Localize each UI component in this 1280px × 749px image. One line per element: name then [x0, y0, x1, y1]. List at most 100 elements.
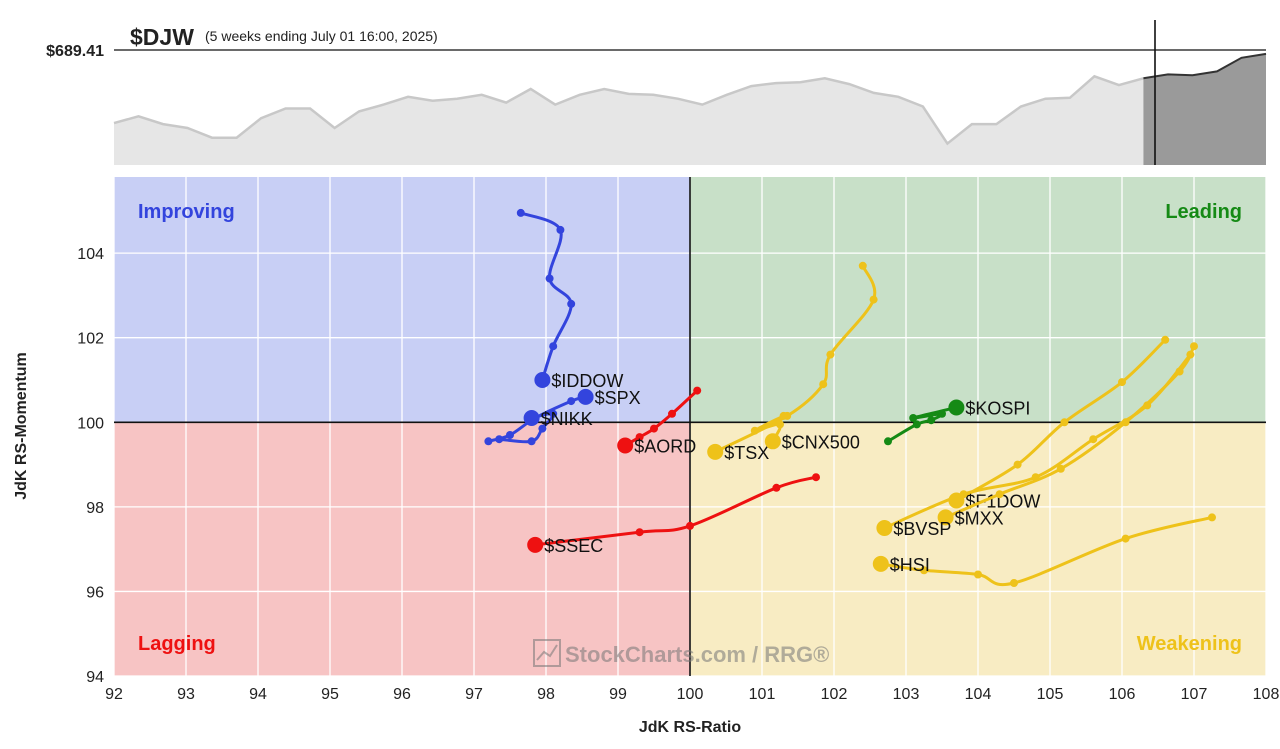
- series-label-ssec: $SSEC: [544, 536, 603, 556]
- series-kospi: $KOSPI: [884, 399, 1030, 446]
- series-label-f1dow: $F1DOW: [965, 492, 1040, 512]
- x-tick-label: 99: [609, 686, 627, 703]
- series-cnx500: $CNX500: [750, 411, 860, 452]
- tail-point: [909, 414, 918, 422]
- rrg-panel: Improving Leading Lagging Weakening Stoc…: [13, 177, 1279, 736]
- tail-point: [549, 409, 558, 418]
- head-point-kospi: [948, 399, 965, 416]
- y-tick-label: 96: [86, 584, 104, 601]
- series-label-hsi: $HSI: [890, 555, 930, 575]
- tail-point: [1208, 513, 1216, 522]
- tail-line-cnx500: [753, 414, 786, 443]
- head-point-nikk: [523, 410, 540, 426]
- tail-point: [812, 473, 820, 482]
- tail-point: [1190, 342, 1198, 351]
- tail-point: [527, 437, 536, 446]
- tail-point: [516, 208, 525, 217]
- tail-point: [1121, 534, 1130, 543]
- period-subtitle: (5 weeks ending July 01 16:00, 2025): [205, 28, 438, 44]
- tail-point: [995, 490, 1004, 499]
- x-tick-label: 107: [1181, 686, 1208, 703]
- x-tick-label: 92: [105, 686, 123, 703]
- tail-point: [938, 409, 946, 418]
- tail-point: [772, 483, 781, 492]
- price-line-history: [113, 74, 1144, 146]
- x-tick-label: 101: [749, 686, 776, 703]
- watermark-text: StockCharts.com / RRG®: [565, 642, 829, 667]
- head-point-ssec: [527, 536, 544, 553]
- head-point-aord: [617, 437, 634, 454]
- series-mxx: $MXX: [937, 342, 1198, 528]
- tail-point: [567, 397, 576, 406]
- tail-point: [1161, 335, 1170, 344]
- head-point-hsi: [872, 555, 889, 572]
- tail-point: [693, 386, 702, 395]
- tail-point: [538, 424, 547, 433]
- x-axis-label: JdK RS-Ratio: [639, 719, 741, 736]
- tail-point: [1118, 378, 1126, 387]
- series-label-aord: $AORD: [634, 437, 696, 457]
- price-line-current: [1143, 52, 1267, 80]
- x-tick-label: 98: [537, 686, 555, 703]
- tail-point: [484, 437, 493, 446]
- series-label-spx: $SPX: [595, 388, 641, 408]
- tail-point: [1031, 473, 1040, 482]
- x-tick-label: 93: [177, 686, 195, 703]
- symbol-title: $DJW: [130, 24, 194, 50]
- quadrant-label-lagging: Lagging: [138, 633, 216, 655]
- series-label-mxx: $MXX: [955, 508, 1004, 528]
- axis-ticks: 92 93 94 95 96 97 98 99 100 101 102 103 104 105 106 107…: [77, 246, 1279, 703]
- tail-point: [974, 570, 982, 579]
- tail-point: [1010, 579, 1018, 587]
- x-tick-label: 108: [1253, 686, 1280, 703]
- head-point-bvsp: [876, 520, 893, 536]
- x-tick-label: 97: [465, 686, 483, 703]
- price-area-history: [114, 76, 1144, 165]
- tail-point: [686, 521, 694, 530]
- series-layer: $IDDOW$SPX$NIKK $KOSPI $AORD $SSEC $TSX $CNX5…: [484, 208, 1216, 587]
- series-label-bvsp: $BVSP: [893, 519, 951, 539]
- tail-point: [1186, 350, 1195, 359]
- series-f1dow: $F1DOW: [948, 335, 1170, 512]
- series-bvsp: $BVSP: [876, 350, 1195, 539]
- x-tick-label: 105: [1037, 686, 1064, 703]
- tail-point: [927, 416, 936, 425]
- tail-point: [750, 426, 759, 435]
- tail-point: [635, 528, 644, 537]
- tail-point: [549, 342, 558, 351]
- series-aord: $AORD: [617, 386, 702, 457]
- head-point-iddow: [534, 372, 551, 388]
- x-tick-label: 94: [249, 686, 267, 703]
- tail-point: [1056, 464, 1065, 473]
- series-label-kospi: $KOSPI: [965, 399, 1030, 419]
- y-tick-label: 102: [77, 331, 104, 348]
- series-spx: $SPX: [484, 388, 641, 446]
- tail-point: [1143, 401, 1152, 410]
- tail-point: [650, 424, 658, 433]
- y-axis-label: JdK RS-Momentum: [13, 352, 30, 500]
- price-label: $689.41: [46, 43, 104, 60]
- price-area: [113, 52, 1267, 165]
- tail-point: [668, 409, 676, 418]
- price-panel: $DJW (5 weeks ending July 01 16:00, 2025…: [46, 20, 1267, 165]
- tail-point: [884, 437, 892, 446]
- series-label-tsx: $TSX: [724, 443, 769, 463]
- tail-point: [779, 411, 788, 420]
- tail-point: [567, 299, 576, 308]
- x-tick-label: 104: [965, 686, 992, 703]
- tail-point: [819, 380, 828, 389]
- tail-point: [869, 295, 878, 304]
- x-tick-label: 96: [393, 686, 411, 703]
- head-point-cnx500: [764, 433, 781, 450]
- quadrant-label-weakening: Weakening: [1137, 633, 1242, 655]
- head-point-tsx: [707, 443, 724, 460]
- tail-point: [635, 433, 644, 442]
- series-hsi: $HSI: [872, 513, 1216, 587]
- x-tick-label: 106: [1109, 686, 1136, 703]
- tail-point: [858, 261, 867, 270]
- tail-point: [959, 490, 968, 499]
- tail-point: [1060, 418, 1069, 427]
- stockcharts-logo-icon: [533, 639, 561, 667]
- series-nikk: $NIKK: [495, 409, 593, 446]
- tail-point: [776, 420, 784, 429]
